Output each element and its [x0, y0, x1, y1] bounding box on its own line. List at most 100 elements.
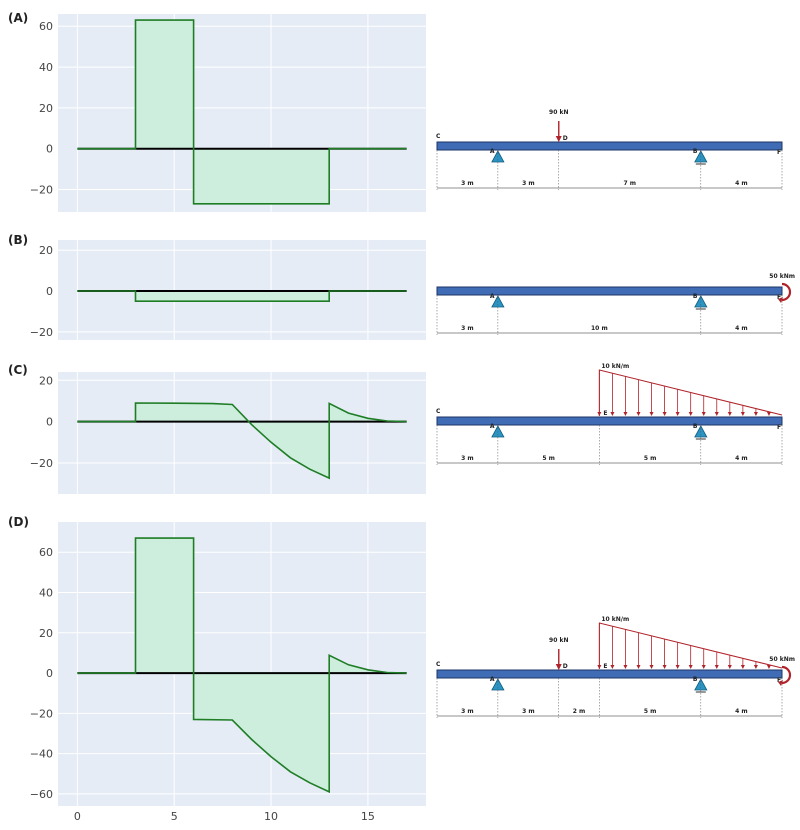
node-label: E — [603, 663, 607, 670]
y-tick-label: −40 — [30, 748, 53, 761]
plot-area — [58, 240, 426, 340]
load-arrow-head — [701, 665, 706, 669]
shear-line — [77, 537, 407, 794]
y-tick-label: −20 — [30, 707, 53, 720]
shear-line — [77, 290, 407, 302]
panel-label: (B) — [8, 233, 28, 247]
plot-area — [58, 372, 426, 494]
panel-label: (C) — [8, 363, 28, 377]
x-tick-label: 15 — [361, 810, 375, 823]
node-label: A — [490, 676, 495, 683]
node-label: B — [693, 676, 698, 683]
dimension-label: 3 m — [522, 708, 535, 715]
dimension-label: 4 m — [735, 708, 748, 715]
load-arrow-head — [636, 412, 641, 416]
beam — [436, 416, 783, 426]
moment-arrow — [781, 282, 792, 302]
y-tick-label: 60 — [39, 20, 53, 33]
y-tick-label: 0 — [46, 416, 53, 429]
distributed-load-label: 10 kN/m — [601, 363, 629, 370]
node-label: F — [777, 294, 781, 301]
y-tick-label: 0 — [46, 285, 53, 298]
y-tick-label: 20 — [39, 102, 53, 115]
load-arrow-head — [610, 412, 615, 416]
dimension-label: 5 m — [542, 455, 555, 462]
point-load-arrow-head — [555, 136, 562, 142]
node-label: C — [436, 661, 441, 668]
node-label: F — [777, 149, 781, 156]
node-label: A — [490, 423, 495, 430]
load-arrow-head — [597, 412, 602, 416]
node-label: A — [490, 148, 495, 155]
node-label: D — [563, 663, 568, 670]
load-arrow-head — [714, 412, 719, 416]
node-label: B — [693, 148, 698, 155]
load-arrow-head — [662, 665, 667, 669]
load-arrow-head — [714, 665, 719, 669]
point-load-label: 90 kN — [549, 109, 568, 116]
load-arrow-head — [649, 412, 654, 416]
load-arrow-head — [753, 412, 758, 416]
load-arrow-head — [701, 412, 706, 416]
load-arrow-head — [766, 412, 771, 416]
node-label: A — [490, 293, 495, 300]
y-tick-label: −20 — [30, 184, 53, 197]
x-tick-label: 5 — [171, 810, 178, 823]
dimension-label: 4 m — [735, 180, 748, 187]
y-tick-label: 20 — [39, 244, 53, 257]
y-tick-label: 20 — [39, 374, 53, 387]
dimension-label: 3 m — [461, 455, 474, 462]
y-tick-label: 0 — [46, 143, 53, 156]
dimension-label: 5 m — [644, 455, 657, 462]
load-arrow-head — [766, 665, 771, 669]
load-arrow-head — [740, 412, 745, 416]
node-label: C — [436, 408, 441, 415]
y-tick-label: 60 — [39, 546, 53, 559]
shear-line — [77, 19, 407, 205]
load-arrow-head — [649, 665, 654, 669]
shear-line — [77, 402, 407, 480]
load-arrow-head — [740, 665, 745, 669]
shear-area-fill — [77, 291, 407, 302]
dimension-label: 2 m — [573, 708, 586, 715]
load-arrow-head — [727, 412, 732, 416]
y-tick-label: 20 — [39, 627, 53, 640]
load-arrow-head — [688, 412, 693, 416]
node-label: D — [563, 135, 568, 142]
node-label: E — [603, 410, 607, 417]
load-arrow-head — [753, 665, 758, 669]
distributed-load-label: 10 kN/m — [601, 616, 629, 623]
dimension-label: 3 m — [522, 180, 535, 187]
y-tick-label: −20 — [30, 326, 53, 339]
load-arrow-head — [675, 665, 680, 669]
load-arrow-head — [610, 665, 615, 669]
y-tick-label: −60 — [30, 788, 53, 801]
plot-area — [58, 522, 426, 806]
beam — [436, 669, 783, 679]
panel-label: (A) — [8, 11, 28, 25]
beam — [436, 286, 783, 296]
dimension-label: 3 m — [461, 325, 474, 332]
point-load-label: 90 kN — [549, 637, 568, 644]
y-tick-label: 0 — [46, 667, 53, 680]
moment-label: 50 kNm — [769, 656, 795, 663]
load-arrow-head — [688, 665, 693, 669]
y-tick-label: 40 — [39, 586, 53, 599]
x-tick-label: 0 — [74, 810, 81, 823]
node-label: F — [777, 424, 781, 431]
dimension-label: 7 m — [624, 180, 637, 187]
dimension-label: 3 m — [461, 180, 474, 187]
dimension-label: 4 m — [735, 325, 748, 332]
dimension-label: 3 m — [461, 708, 474, 715]
node-label: B — [693, 293, 698, 300]
load-arrow-head — [623, 412, 628, 416]
load-arrow-head — [662, 412, 667, 416]
node-label: F — [777, 677, 781, 684]
shear-area-fill — [77, 538, 407, 792]
y-tick-label: 40 — [39, 61, 53, 74]
dimension-label: 4 m — [735, 455, 748, 462]
shear-area-fill — [77, 20, 407, 204]
load-arrow-head — [623, 665, 628, 669]
dimension-label: 5 m — [644, 708, 657, 715]
